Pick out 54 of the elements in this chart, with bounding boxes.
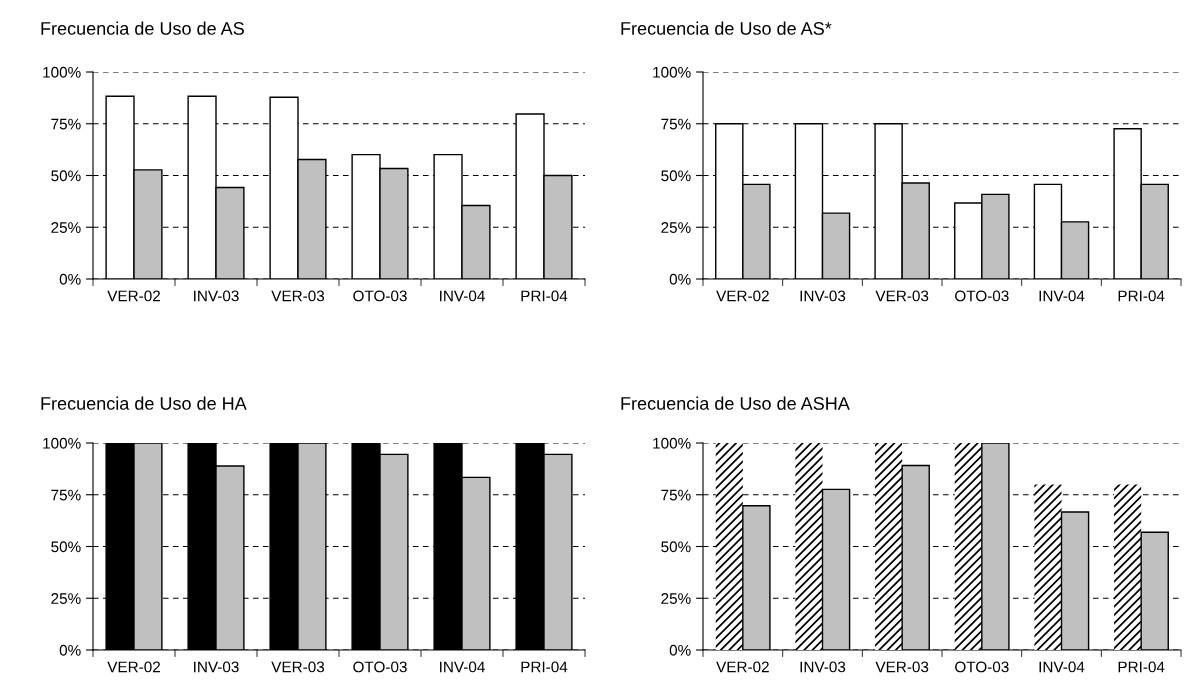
x-tick-label: OTO-03 [353, 661, 407, 673]
x-tick-label: INV-04 [440, 290, 485, 302]
x-tick-label: PRI-04 [1118, 290, 1165, 302]
bar [875, 443, 903, 650]
y-tick-label: 0% [59, 644, 81, 656]
x-tick-label: VER-03 [875, 290, 929, 302]
chart-title: Frecuencia de Uso de AS* [621, 21, 832, 35]
chart-title: Frecuencia de Uso de HA [41, 396, 247, 410]
x-tick-label: INV-03 [194, 290, 239, 302]
y-tick-label: 50% [51, 541, 81, 553]
y-tick-label: 25% [661, 222, 691, 233]
y-tick-label: 100% [653, 66, 691, 78]
y-tick-label: 75% [51, 489, 81, 501]
y-tick-label: 0% [669, 273, 691, 285]
bar [715, 443, 743, 650]
x-tick-label: VER-03 [875, 661, 929, 673]
y-tick-label: 50% [661, 170, 691, 182]
y-tick-label: 50% [661, 541, 691, 553]
y-tick-label: 25% [51, 593, 81, 604]
y-tick-label: 75% [661, 489, 691, 501]
x-tick-label: PRI-04 [521, 661, 568, 673]
x-tick-label: INV-03 [800, 661, 846, 673]
y-tick-label: 0% [669, 644, 691, 656]
x-tick-label: INV-03 [194, 661, 239, 673]
y-tick-label: 25% [661, 593, 691, 604]
y-tick-label: 100% [43, 66, 81, 78]
y-tick-label: 25% [51, 222, 81, 233]
y-tick-label: 100% [653, 437, 691, 449]
y-tick-label: 75% [661, 118, 691, 130]
x-tick-label: VER-02 [107, 661, 160, 673]
y-tick-label: 50% [51, 170, 81, 182]
x-tick-label: VER-03 [271, 290, 325, 302]
bar [954, 443, 982, 650]
x-tick-label: VER-02 [107, 290, 160, 302]
chart-title: Frecuencia de Uso de ASHA [621, 396, 850, 410]
chart-title: Frecuencia de Uso de AS [41, 21, 244, 35]
bar [795, 443, 823, 650]
y-tick-label: 0% [59, 273, 81, 285]
x-tick-label: INV-04 [1039, 290, 1085, 302]
x-tick-label: PRI-04 [1118, 661, 1165, 673]
x-tick-label: VER-03 [271, 661, 325, 673]
x-tick-label: INV-04 [440, 661, 485, 673]
x-tick-label: OTO-03 [955, 661, 1009, 673]
x-tick-label: PRI-04 [521, 290, 568, 302]
y-tick-label: 75% [51, 118, 81, 130]
x-tick-label: VER-02 [716, 661, 769, 673]
x-tick-label: INV-04 [1039, 661, 1085, 673]
bar [1034, 484, 1062, 650]
x-tick-label: OTO-03 [955, 290, 1009, 302]
bar [1114, 484, 1142, 650]
x-tick-label: OTO-03 [353, 290, 407, 302]
x-tick-label: VER-02 [716, 290, 769, 302]
x-tick-label: INV-03 [800, 290, 846, 302]
y-tick-label: 100% [43, 437, 81, 449]
